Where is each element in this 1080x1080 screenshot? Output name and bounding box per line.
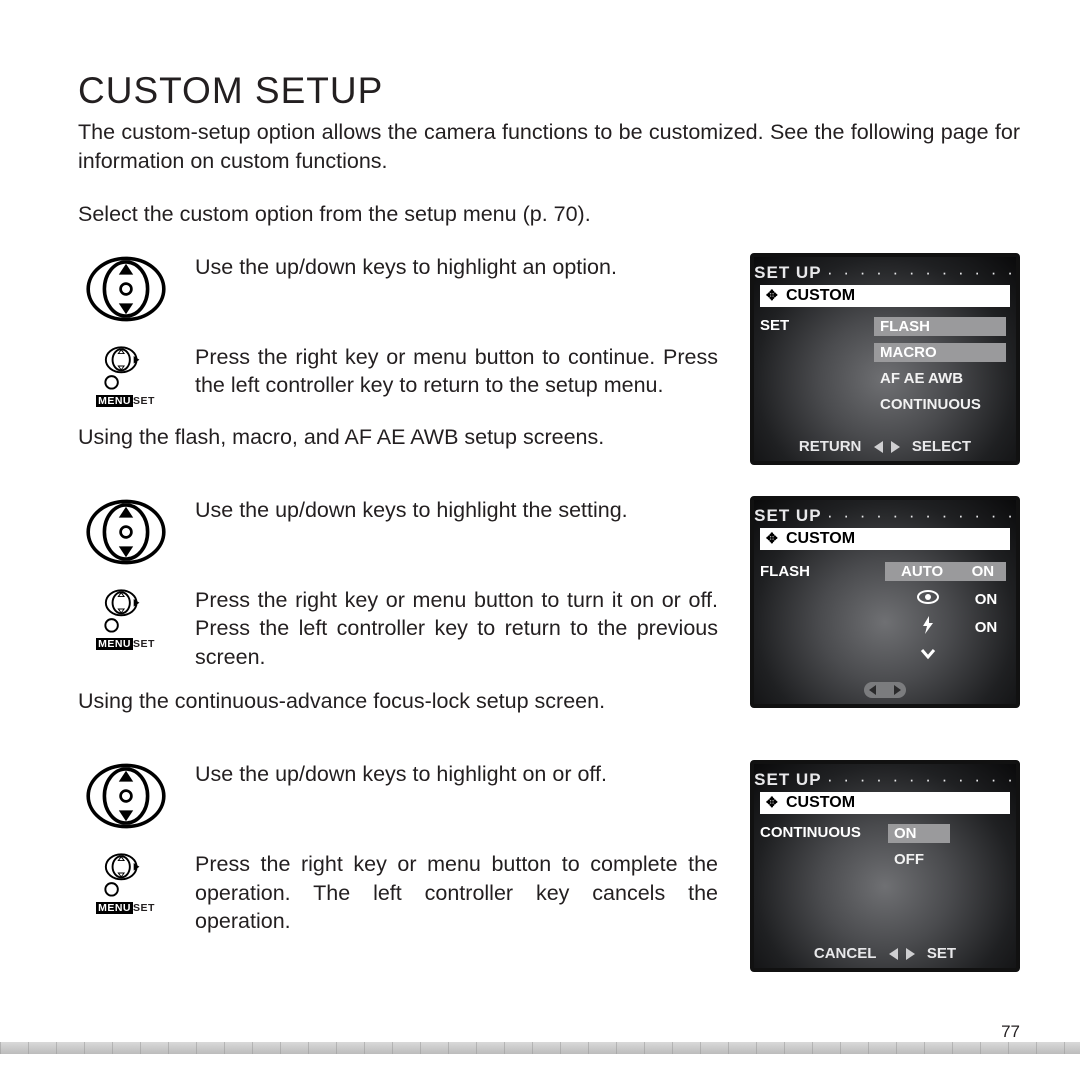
section-1: Use the up/down keys to highlight an opt… [78,253,1020,468]
menuset-label: MENUSET [96,395,155,407]
opt-macro[interactable]: MACRO [874,343,1006,362]
opt-flash[interactable]: FLASH [874,317,1006,336]
opt-off[interactable]: OFF [888,850,950,869]
page-number: 77 [1001,1022,1020,1042]
lcd-screen-2: SET UP · · · · · · · · · · · · ✥CUSTOM F… [750,496,1020,708]
lcd3-left: CONTINUOUS [760,824,861,841]
lcd1-select[interactable]: SELECT [912,438,971,455]
opt-auto[interactable]: AUTO [885,562,960,581]
sec2-row2: Press the right key or menu button to tu… [195,586,718,671]
sec3-row1: Use the up/down keys to highlight on or … [195,760,718,788]
dpad-right-menu-icon: MENUSET [78,343,173,407]
lcd3-set[interactable]: SET [927,945,956,962]
intro-text: The custom-setup option allows the camer… [78,118,1020,176]
dpad-updown-icon [78,496,173,568]
menuset-label: MENUSET [96,638,155,650]
lcd1-options: FLASH MACRO AF AE AWB CONTINUOUS [874,317,1006,414]
sec3-row2: Press the right key or menu button to co… [195,850,718,935]
lcd2-left: FLASH [760,563,885,580]
redeye-icon [893,590,963,608]
lcd1-return[interactable]: RETURN [799,438,862,455]
move-icon: ✥ [766,287,778,304]
opt-afaeawb[interactable]: AF AE AWB [874,369,1006,388]
lcd-screen-3: SET UP · · · · · · · · · · · · ✥CUSTOM C… [750,760,1020,972]
opt-continuous[interactable]: CONTINUOUS [874,395,1006,414]
menuset-label: MENUSET [96,902,155,914]
sec2-sub: Using the continuous-advance focus-lock … [78,689,718,714]
manual-page: CUSTOM SETUP The custom-setup option all… [0,0,1080,1080]
dpad-right-menu-icon: MENUSET [78,586,173,650]
dpad-updown-icon [78,760,173,832]
dpad-updown-icon [78,253,173,325]
left-arrow-icon [889,948,898,960]
select-line: Select the custom option from the setup … [78,200,1020,229]
left-arrow-icon [874,441,883,453]
sec1-sub: Using the flash, macro, and AF AE AWB se… [78,425,718,450]
opt-on[interactable]: ON [888,824,950,843]
sec2-row1: Use the up/down keys to highlight the se… [195,496,718,524]
footer-ticks [0,1042,1080,1054]
lcd-screen-1: SET UP · · · · · · · · · · · · ✥CUSTOM S… [750,253,1020,465]
nav-pill-icon[interactable] [864,682,906,698]
page-title: CUSTOM SETUP [78,70,1020,112]
section-2: Use the up/down keys to highlight the se… [78,496,1020,732]
chevron-down-icon [893,647,963,664]
sec1-row1: Use the up/down keys to highlight an opt… [195,253,718,281]
sec1-row2: Press the right key or menu button to co… [195,343,718,400]
right-arrow-icon [891,441,900,453]
lcd1-left: SET [760,317,789,334]
dpad-right-menu-icon: MENUSET [78,850,173,914]
section-3: Use the up/down keys to highlight on or … [78,760,1020,972]
right-arrow-icon [906,948,915,960]
lcd3-cancel[interactable]: CANCEL [814,945,877,962]
flash-bolt-icon [893,616,963,638]
